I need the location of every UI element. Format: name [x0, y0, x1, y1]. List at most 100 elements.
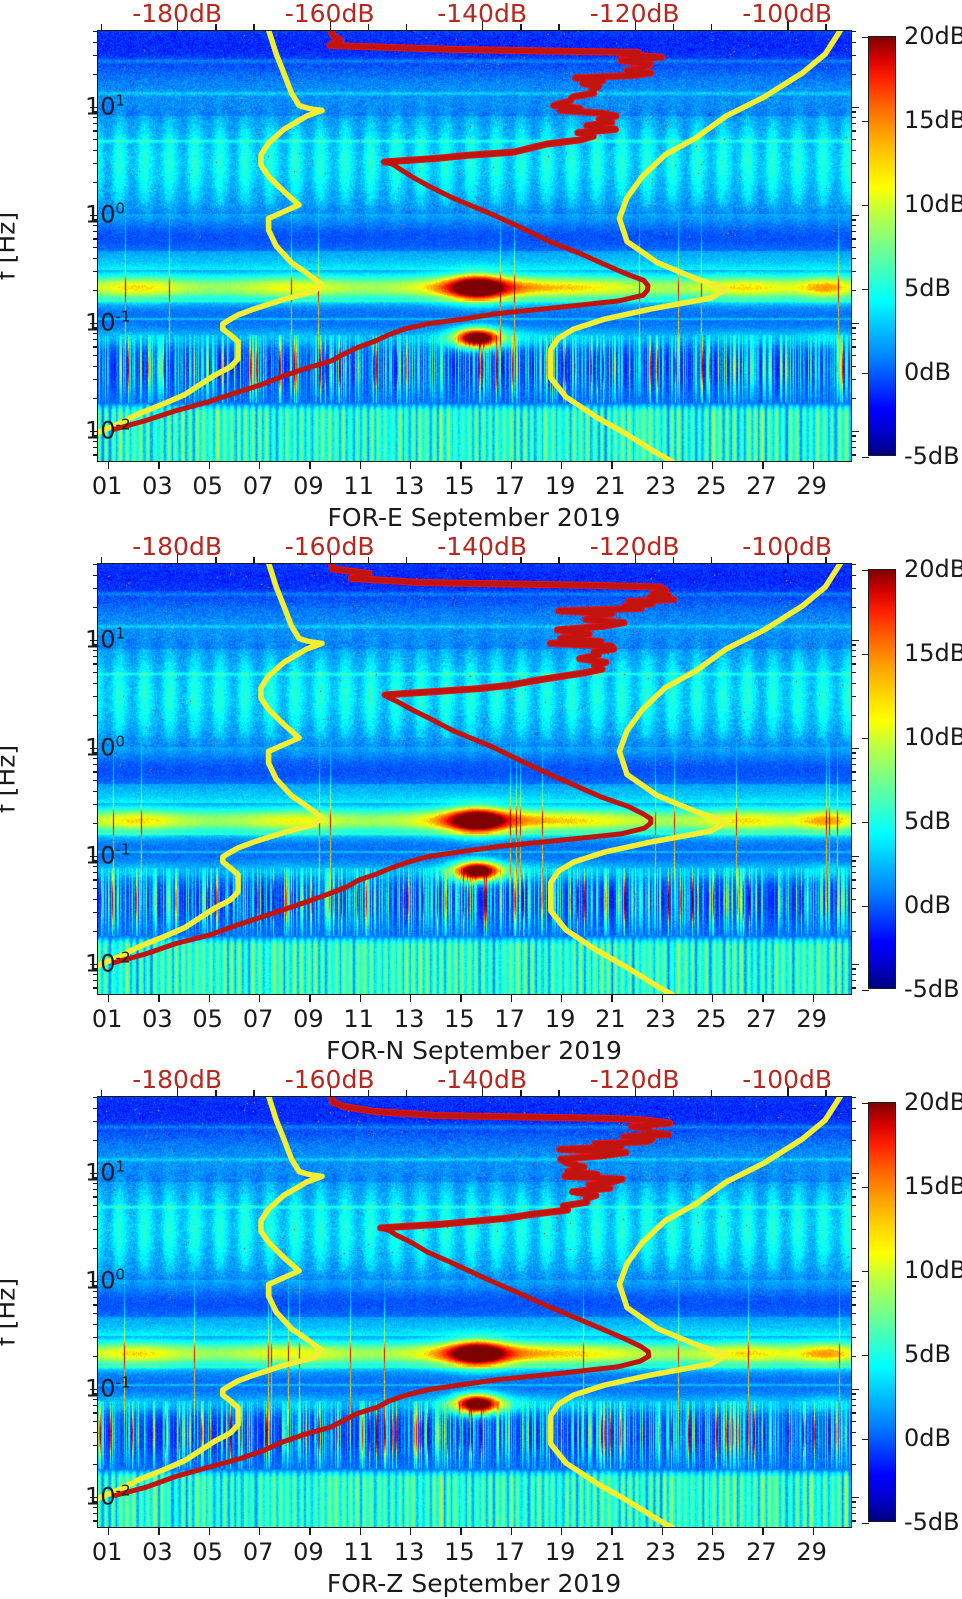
x-tick-label: 01: [91, 472, 123, 500]
x-tick-label: 19: [544, 1538, 576, 1566]
x-tick: [712, 994, 714, 1002]
db-tick-minor: [520, 557, 522, 563]
y-tick-right: [851, 1496, 859, 1498]
x-tick: [812, 994, 814, 1002]
colorbar-label: 10dB: [904, 723, 962, 751]
colorbar-label: 20dB: [904, 22, 962, 50]
db-tick: [634, 1087, 637, 1096]
colorbar-tick: [862, 121, 869, 123]
x-tick-label: 05: [192, 472, 223, 500]
low-noise-model-curve: [97, 1096, 325, 1502]
colorbar-tick: [862, 373, 869, 375]
x-tick: [611, 994, 613, 1002]
x-tick-label: 01: [91, 1005, 123, 1033]
db-tick: [177, 554, 179, 563]
panel-title: FOR-N September 2019: [326, 1036, 622, 1065]
db-tick-minor: [100, 557, 103, 563]
db-tick: [482, 1087, 484, 1096]
x-tick: [661, 994, 663, 1002]
db-tick-minor: [405, 24, 408, 30]
spectrogram-image: [97, 1096, 852, 1528]
db-tick-minor: [100, 24, 103, 30]
db-axis-label: -140dB: [437, 0, 527, 28]
colorbar-label: 0dB: [904, 1424, 951, 1452]
db-tick: [787, 21, 789, 30]
y-axis-title: f [Hz]: [0, 1277, 21, 1346]
colorbar-tick: [862, 1439, 869, 1441]
x-tick: [158, 461, 160, 469]
x-tick: [158, 994, 160, 1002]
y-tick-right: [851, 639, 859, 641]
x-tick-label: 21: [595, 1005, 626, 1033]
x-tick: [158, 1527, 160, 1535]
x-tick: [561, 461, 563, 469]
colorbar-label: 15dB: [904, 1172, 962, 1200]
db-tick-minor: [825, 1090, 827, 1096]
x-tick-label: 13: [393, 1538, 425, 1566]
db-axis-label: -120dB: [589, 532, 680, 561]
db-tick: [634, 554, 637, 563]
x-tick: [208, 994, 210, 1002]
x-tick-label: 29: [796, 1005, 827, 1033]
db-axis-label: -160dB: [284, 532, 375, 561]
spectrogram-image: [97, 563, 852, 995]
spectrogram-canvas: [97, 30, 852, 462]
y-tick-right: [851, 106, 859, 108]
x-tick-label: 21: [595, 1538, 626, 1566]
db-tick-minor: [215, 24, 217, 30]
colorbar-label: -5dB: [904, 1508, 960, 1536]
db-tick-minor: [253, 1090, 255, 1096]
x-tick: [460, 994, 462, 1002]
colorbar-tick: [862, 457, 869, 459]
x-tick-label: 03: [142, 472, 173, 500]
x-tick-label: 25: [695, 1005, 727, 1033]
x-tick: [762, 1527, 764, 1535]
x-tick-label: 15: [444, 1005, 475, 1033]
colorbar-tick: [862, 822, 869, 824]
x-tick: [259, 461, 261, 469]
db-tick-minor: [367, 557, 370, 563]
db-tick-minor: [825, 24, 827, 30]
x-tick-label: 11: [343, 1005, 374, 1033]
colorbar-tick: [862, 1103, 869, 1105]
colorbar-label: -5dB: [904, 442, 960, 470]
colorbar-label: 5dB: [904, 1340, 951, 1368]
x-tick-label: 21: [595, 472, 626, 500]
x-tick: [460, 461, 462, 469]
high-noise-model-curve: [548, 563, 844, 995]
colorbar-tick: [862, 1355, 869, 1357]
colorbar-label: 10dB: [904, 1256, 962, 1284]
x-tick-label: 13: [393, 472, 425, 500]
x-tick-label: 23: [645, 1005, 676, 1033]
db-tick-minor: [100, 1090, 103, 1096]
x-tick: [661, 461, 663, 469]
db-tick: [177, 1087, 179, 1096]
spectrogram-canvas: [97, 1096, 852, 1528]
y-tick-right: [851, 1388, 859, 1390]
db-tick-minor: [405, 1090, 408, 1096]
colorbar-label: -5dB: [904, 975, 960, 1003]
x-tick-label: 09: [293, 1538, 324, 1566]
db-axis-label: -120dB: [589, 1065, 680, 1094]
db-tick-minor: [215, 557, 217, 563]
db-tick-minor: [825, 557, 827, 563]
colorbar-tick: [862, 37, 869, 39]
db-tick-minor: [710, 557, 713, 563]
x-tick-label: 15: [444, 472, 475, 500]
x-tick-label: 25: [695, 472, 727, 500]
db-axis-label: -100dB: [742, 0, 833, 28]
y-tick-right: [851, 855, 859, 857]
db-axis-label: -140dB: [437, 1065, 527, 1094]
colorbar: [862, 569, 896, 992]
x-tick-label: 05: [192, 1538, 223, 1566]
x-tick-label: 11: [343, 472, 374, 500]
x-tick: [309, 994, 311, 1002]
colorbar-tick: [862, 570, 869, 572]
median-psd-curve: [111, 30, 664, 432]
median-psd-curve: [111, 563, 677, 965]
spectrogram-panel-e: -180dB -160dB -140dB -120dB -100dB 101 100 10-1…: [0, 0, 962, 533]
x-tick: [108, 994, 110, 1002]
x-tick-label: 27: [746, 1538, 777, 1566]
db-tick: [482, 554, 484, 563]
y-tick-right: [851, 963, 859, 965]
